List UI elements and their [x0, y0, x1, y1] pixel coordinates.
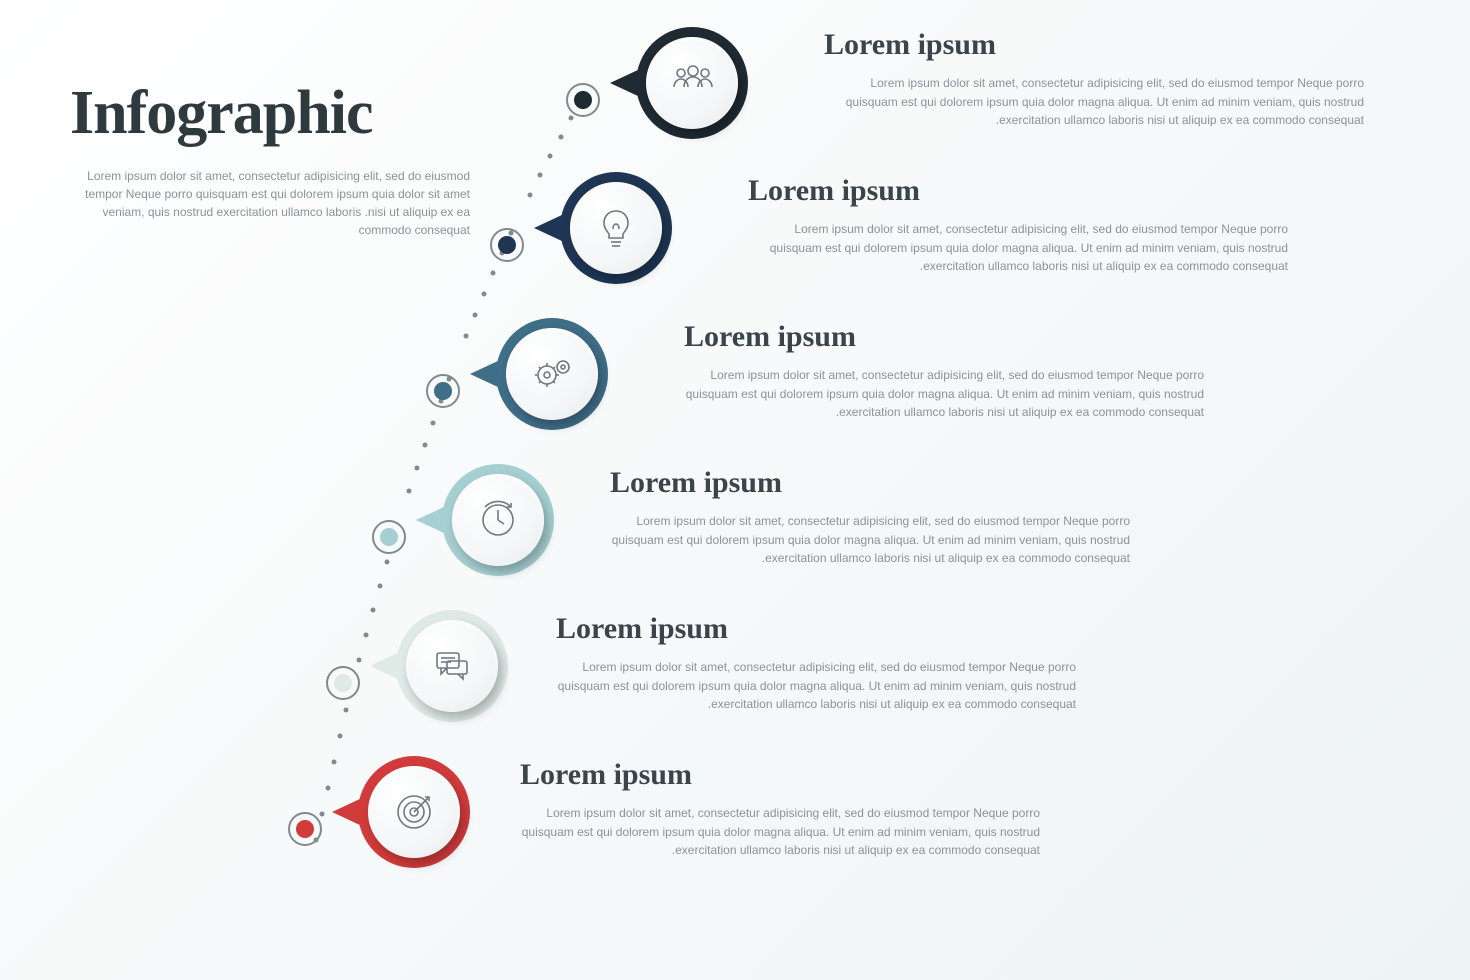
- step-heading: Lorem ipsum: [556, 612, 1076, 646]
- step-text-4: Lorem ipsum Lorem ipsum dolor sit amet, c…: [610, 466, 1130, 568]
- step-marker-dot: [574, 91, 592, 109]
- step-bubble-3: [496, 318, 608, 430]
- header: Infographic Lorem ipsum dolor sit amet, …: [70, 78, 470, 239]
- step-heading: Lorem ipsum: [824, 28, 1364, 62]
- target-icon: [391, 789, 437, 835]
- step-bubble-6: [358, 756, 470, 868]
- step-bubble-2: [560, 172, 672, 284]
- bubble-inner: [506, 328, 598, 420]
- page-subtitle: Lorem ipsum dolor sit amet, consectetur …: [70, 167, 470, 239]
- step-marker-dot: [296, 820, 314, 838]
- step-bubble-5: [396, 610, 508, 722]
- step-text-5: Lorem ipsum Lorem ipsum dolor sit amet, c…: [556, 612, 1076, 714]
- bubble-inner: [452, 474, 544, 566]
- step-marker-5: [326, 666, 360, 700]
- step-heading: Lorem ipsum: [610, 466, 1130, 500]
- bubble-tail: [416, 506, 446, 534]
- step-text-3: Lorem ipsum Lorem ipsum dolor sit amet, c…: [684, 320, 1204, 422]
- step-body: Lorem ipsum dolor sit amet, consectetur …: [520, 804, 1040, 860]
- step-heading: Lorem ipsum: [684, 320, 1204, 354]
- step-body: Lorem ipsum dolor sit amet, consectetur …: [748, 220, 1288, 276]
- clock-icon: [475, 497, 521, 543]
- bubble-inner: [406, 620, 498, 712]
- chat-icon: [429, 643, 475, 689]
- bubble-tail: [370, 652, 400, 680]
- gears-icon: [529, 351, 575, 397]
- page-title: Infographic: [70, 78, 470, 149]
- step-heading: Lorem ipsum: [748, 174, 1288, 208]
- step-body: Lorem ipsum dolor sit amet, consectetur …: [824, 74, 1364, 130]
- bulb-icon: [593, 205, 639, 251]
- people-icon: [669, 60, 715, 106]
- step-body: Lorem ipsum dolor sit amet, consectetur …: [556, 658, 1076, 714]
- bubble-tail: [534, 214, 564, 242]
- bubble-inner: [646, 37, 738, 129]
- bubble-tail: [332, 798, 362, 826]
- step-marker-4: [372, 520, 406, 554]
- step-bubble-1: [636, 27, 748, 139]
- step-marker-3: [426, 374, 460, 408]
- bubble-tail: [610, 69, 640, 97]
- bubble-inner: [368, 766, 460, 858]
- step-marker-6: [288, 812, 322, 846]
- step-bubble-4: [442, 464, 554, 576]
- step-marker-dot: [380, 528, 398, 546]
- step-marker-1: [566, 83, 600, 117]
- step-text-1: Lorem ipsum Lorem ipsum dolor sit amet, c…: [824, 28, 1364, 130]
- bubble-inner: [570, 182, 662, 274]
- step-marker-dot: [334, 674, 352, 692]
- step-body: Lorem ipsum dolor sit amet, consectetur …: [684, 366, 1204, 422]
- step-body: Lorem ipsum dolor sit amet, consectetur …: [610, 512, 1130, 568]
- step-marker-dot: [434, 382, 452, 400]
- step-marker-dot: [498, 236, 516, 254]
- step-text-6: Lorem ipsum Lorem ipsum dolor sit amet, c…: [520, 758, 1040, 860]
- step-heading: Lorem ipsum: [520, 758, 1040, 792]
- step-marker-2: [490, 228, 524, 262]
- bubble-tail: [470, 360, 500, 388]
- step-text-2: Lorem ipsum Lorem ipsum dolor sit amet, c…: [748, 174, 1288, 276]
